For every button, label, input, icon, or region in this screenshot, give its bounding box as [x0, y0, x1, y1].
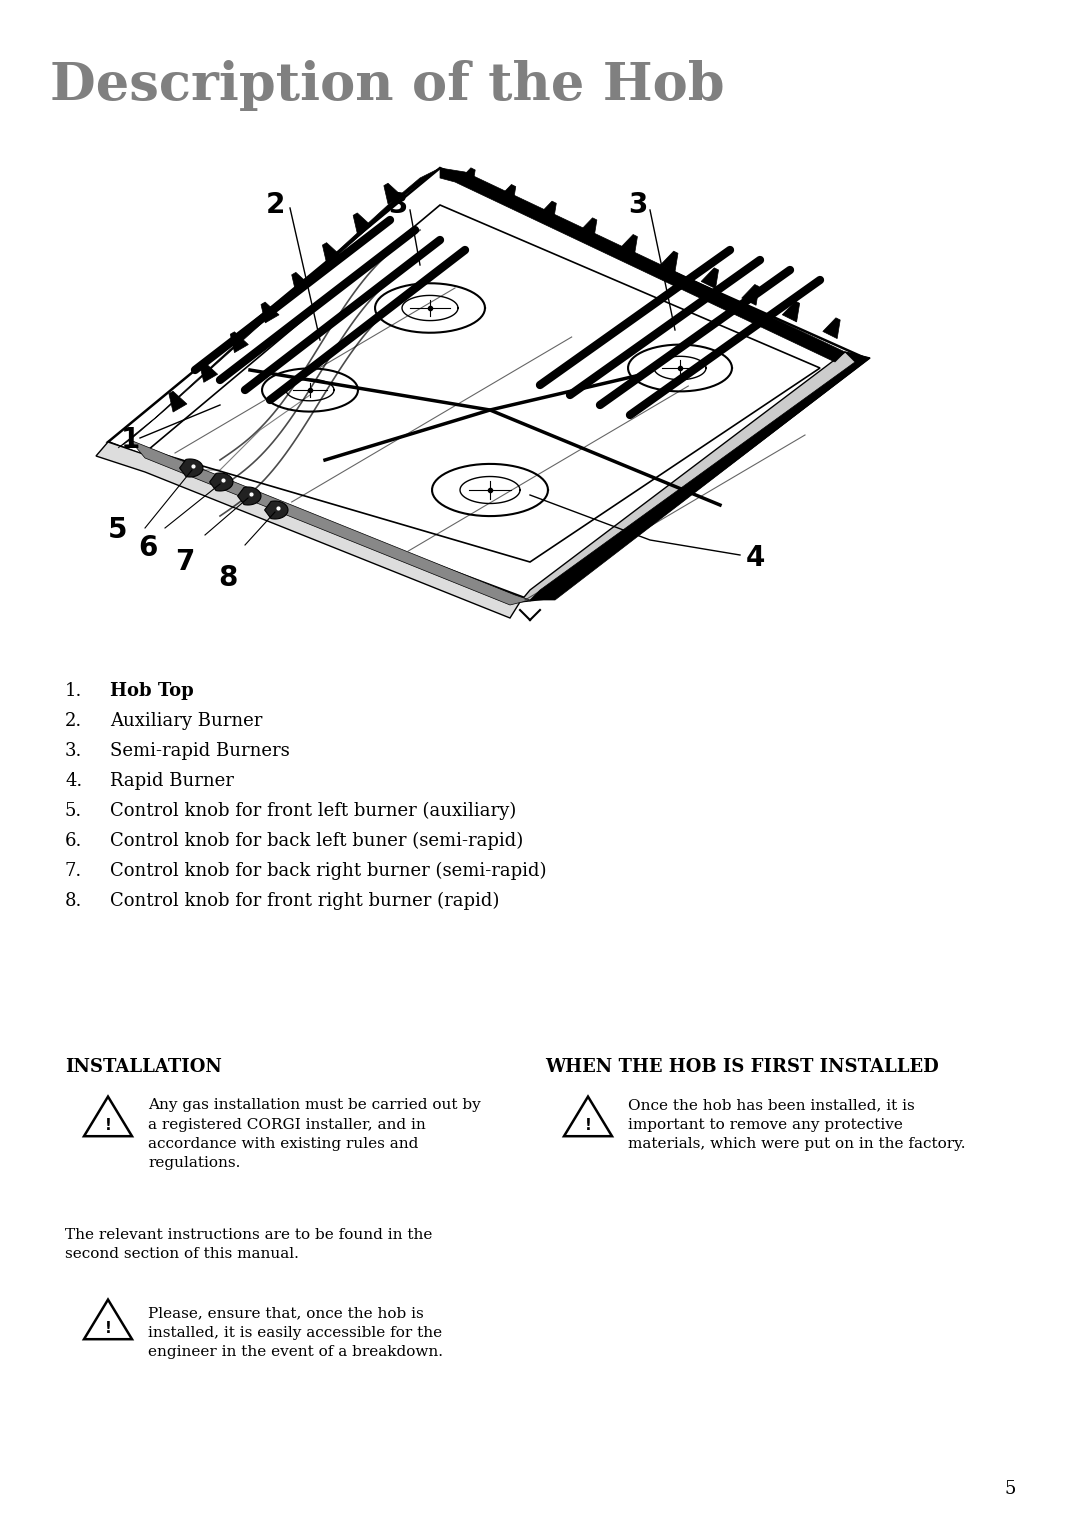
Text: 4.: 4. [65, 772, 82, 790]
Text: Please, ensure that, once the hob is
installed, it is easily accessible for the
: Please, ensure that, once the hob is ins… [148, 1306, 443, 1358]
Text: Control knob for back left buner (semi-rapid): Control knob for back left buner (semi-r… [110, 833, 523, 850]
Text: 5: 5 [1004, 1481, 1015, 1497]
Polygon shape [148, 205, 820, 562]
Text: Control knob for front left burner (auxiliary): Control knob for front left burner (auxi… [110, 802, 516, 821]
Polygon shape [539, 202, 556, 222]
Polygon shape [130, 440, 530, 605]
Text: The relevant instructions are to be found in the
second section of this manual.: The relevant instructions are to be foun… [65, 1229, 432, 1262]
Polygon shape [96, 442, 519, 617]
Text: 8.: 8. [65, 892, 82, 911]
Text: 2.: 2. [65, 712, 82, 730]
Polygon shape [210, 474, 233, 490]
Polygon shape [292, 272, 310, 293]
Text: !: ! [105, 1118, 111, 1132]
Polygon shape [265, 501, 288, 520]
Text: 7.: 7. [65, 862, 82, 880]
Polygon shape [823, 318, 840, 339]
Text: Control knob for back right burner (semi-rapid): Control knob for back right burner (semi… [110, 862, 546, 880]
Polygon shape [498, 185, 516, 205]
Polygon shape [620, 234, 637, 255]
Polygon shape [701, 267, 718, 289]
Text: 1: 1 [120, 426, 139, 454]
Text: Any gas installation must be carried out by
a registered CORGI installer, and in: Any gas installation must be carried out… [148, 1099, 481, 1170]
Text: Hob Top: Hob Top [110, 681, 193, 700]
Polygon shape [238, 487, 261, 504]
Text: 1.: 1. [65, 681, 82, 700]
Text: 5: 5 [108, 516, 127, 544]
Polygon shape [742, 284, 759, 306]
Text: 3: 3 [629, 191, 648, 219]
Text: Description of the Hob: Description of the Hob [50, 60, 725, 112]
Text: 3.: 3. [65, 743, 82, 759]
Text: INSTALLATION: INSTALLATION [65, 1057, 221, 1076]
Text: 2: 2 [266, 191, 285, 219]
Polygon shape [458, 168, 475, 188]
Polygon shape [179, 458, 203, 477]
Text: !: ! [105, 1320, 111, 1335]
Text: Semi-rapid Burners: Semi-rapid Burners [110, 743, 289, 759]
Polygon shape [782, 301, 799, 322]
Polygon shape [661, 251, 678, 272]
Polygon shape [261, 303, 279, 322]
Polygon shape [519, 351, 870, 602]
Polygon shape [168, 391, 187, 413]
Polygon shape [108, 168, 865, 601]
Text: 8: 8 [218, 564, 238, 591]
Text: 5.: 5. [65, 802, 82, 821]
Polygon shape [323, 243, 340, 263]
Polygon shape [353, 212, 372, 234]
Polygon shape [200, 362, 218, 382]
Text: Control knob for front right burner (rapid): Control knob for front right burner (rap… [110, 892, 499, 911]
Polygon shape [118, 168, 440, 448]
Text: Once the hob has been installed, it is
important to remove any protective
materi: Once the hob has been installed, it is i… [627, 1099, 966, 1151]
Text: !: ! [584, 1118, 592, 1132]
Text: 3: 3 [389, 191, 407, 219]
Text: 4: 4 [745, 544, 765, 571]
Text: 7: 7 [175, 549, 194, 576]
Text: Rapid Burner: Rapid Burner [110, 772, 234, 790]
Text: 6.: 6. [65, 833, 82, 850]
Polygon shape [530, 351, 870, 601]
Polygon shape [440, 168, 845, 362]
Text: Auxiliary Burner: Auxiliary Burner [110, 712, 262, 730]
Polygon shape [230, 332, 248, 353]
Polygon shape [383, 183, 402, 205]
Text: WHEN THE HOB IS FIRST INSTALLED: WHEN THE HOB IS FIRST INSTALLED [545, 1057, 939, 1076]
Text: 6: 6 [138, 533, 158, 562]
Polygon shape [580, 219, 597, 238]
